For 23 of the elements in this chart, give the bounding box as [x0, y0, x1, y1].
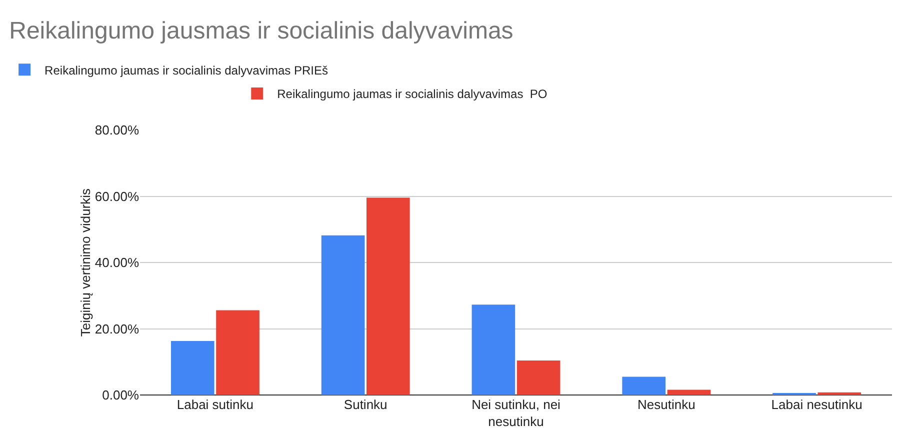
- x-tick-label: Labai sutinku: [176, 397, 254, 412]
- bar: [516, 360, 560, 395]
- y-tick-label: 0.00%: [102, 388, 140, 403]
- y-tick-label: 60.00%: [94, 188, 140, 204]
- x-tick-label: Nei sutinku, nei nesutinku: [472, 397, 561, 429]
- x-tick-label: Nesutinku: [637, 397, 696, 412]
- bar: [667, 390, 711, 395]
- y-axis-title: Teiginių vertinimo vidurkis: [78, 188, 93, 337]
- legend-label: Reikalingumo jaumas ir socialinis dalyvavimas PO: [277, 87, 548, 102]
- bar: [216, 310, 260, 395]
- x-tick-label: Labai nesutinku: [771, 397, 862, 412]
- bar: [472, 304, 516, 395]
- bar: [366, 198, 410, 395]
- bar: [622, 376, 666, 395]
- y-tick-label: 20.00%: [94, 321, 140, 336]
- bar: [321, 235, 365, 395]
- chart-title: Reikalingumo jausmas ir socialinis dalyvavimas: [9, 18, 514, 45]
- y-tick-label: 40.00%: [94, 255, 140, 270]
- bar: [170, 341, 214, 395]
- x-tick-label: Sutinku: [344, 397, 388, 412]
- y-tick-label: 80.00%: [94, 122, 140, 138]
- legend-label: Reikalingumo jaumas ir socialinis dalyvavimas PRIEš: [44, 63, 328, 78]
- bar: [818, 392, 862, 395]
